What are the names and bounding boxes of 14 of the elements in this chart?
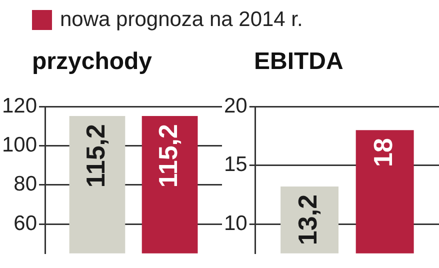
chart-title: EBITDA (254, 48, 344, 76)
legend-label: nowa prognoza na 2014 r. (60, 8, 303, 32)
y-tick-label: 80 (14, 172, 38, 196)
y-tick-label: 15 (224, 153, 248, 176)
y-tick-label: 100 (2, 134, 38, 157)
data-label: 18 (368, 138, 398, 168)
data-label: 13,2 (292, 194, 323, 246)
data-label: 115,2 (80, 124, 110, 188)
y-tick-label: 60 (14, 212, 38, 235)
y-tick-label: 10 (224, 212, 248, 235)
data-label: 115,2 (152, 124, 183, 188)
y-tick-label: 120 (2, 94, 38, 118)
chart-title: przychody (32, 48, 152, 76)
y-tick-label: 20 (224, 94, 248, 118)
